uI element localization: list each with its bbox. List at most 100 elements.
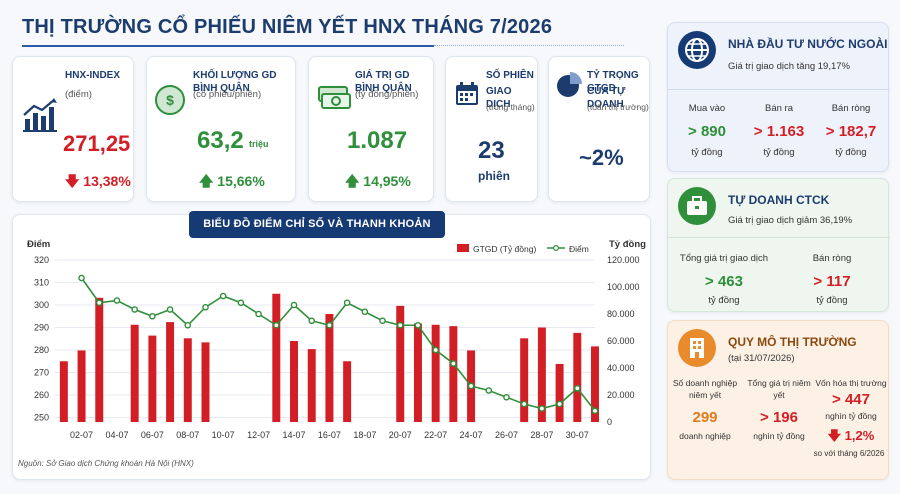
source-note: Nguồn: Sở Giao dịch Chứng khoán Hà Nội (… xyxy=(18,459,194,468)
up-arrow-icon: 🡅 xyxy=(345,173,360,189)
x-tick-label: 08-07 xyxy=(176,430,199,440)
x-tick-label: 28-07 xyxy=(530,430,553,440)
kpi-volume-unit: triệu xyxy=(249,139,269,149)
kpi-volume-label: KHỐI LƯỢNG GD BÌNH QUÂN xyxy=(193,70,277,94)
kpi-value-label: GIÁ TRỊ GD BÌNH QUÂN xyxy=(355,70,412,94)
line-point xyxy=(556,400,563,408)
bar xyxy=(183,338,192,422)
kpi-value-sub: (tỷ đồng/phiên) xyxy=(355,89,419,100)
kpi-sessions-unit: phiên xyxy=(478,169,510,183)
y-right-tick-label: 0 xyxy=(607,417,612,427)
rising-chart-icon xyxy=(23,98,57,132)
kpi-value-change: 🡅 14,95% xyxy=(345,171,411,195)
market-size-card: QUY MÔ THỊ TRƯỜNG (tại 31/07/2026) Số do… xyxy=(667,320,889,480)
y-left-tick-label: 280 xyxy=(34,345,49,355)
y-left-tick-label: 300 xyxy=(34,300,49,310)
line-point xyxy=(149,312,156,320)
bar xyxy=(591,346,599,422)
y-right-tick-label: 80.000 xyxy=(607,309,635,319)
kpi-card-prop-share: TỶ TRỌNG GTGD CỦA TỰ DOANH (toàn thị trư… xyxy=(548,56,650,202)
bar xyxy=(396,305,405,422)
line-point xyxy=(202,303,209,311)
line-point xyxy=(184,321,192,329)
down-arrow-icon: 🡇 xyxy=(827,428,842,443)
line-point xyxy=(573,384,581,392)
line-point xyxy=(166,306,174,313)
line-point xyxy=(467,382,475,390)
bar xyxy=(555,363,564,422)
bar xyxy=(201,342,210,422)
line-point xyxy=(78,274,85,282)
y-left-tick-label: 290 xyxy=(34,323,49,333)
market-cap-change-value: 1,2% xyxy=(844,428,875,443)
proprietary-title: TỰ DOANH CTCK xyxy=(728,193,830,207)
foreign-buy-label: Mua vào xyxy=(688,103,726,114)
title-underline xyxy=(22,45,624,47)
briefcase-icon xyxy=(678,187,716,225)
x-tick-label: 04-07 xyxy=(105,430,128,440)
line-point xyxy=(485,387,493,394)
kpi-sessions-value: 23 xyxy=(478,137,505,164)
line-point xyxy=(450,360,457,367)
legend-line-marker xyxy=(552,245,559,252)
x-tick-label: 06-07 xyxy=(141,430,164,440)
kpi-sessions-label-2: GIAO DỊCH xyxy=(486,86,512,110)
line-point xyxy=(503,393,510,401)
foreign-net-unit: tỷ đồng xyxy=(835,147,867,158)
kpi-card-value: GIÁ TRỊ GD BÌNH QUÂN (tỷ đồng/phiên) 1.0… xyxy=(308,56,434,202)
kpi-prop-sub: (toàn thị trường) xyxy=(587,102,649,112)
y-left-tick-label: 320 xyxy=(34,255,49,265)
kpi-index-change: 🡇 13,38% xyxy=(65,171,131,195)
y-left-tick-label: 310 xyxy=(34,278,49,288)
kpi-value-change-value: 14,95% xyxy=(363,173,411,189)
line-point xyxy=(326,321,333,329)
kpi-card-sessions: SỐ PHIÊN GIAO DỊCH (trong tháng) 23 phiê… xyxy=(445,56,538,202)
market-listed-value-value: > 196 xyxy=(760,409,798,426)
foreign-title: NHÀ ĐẦU TƯ NƯỚC NGOÀI xyxy=(728,37,888,51)
chart-title: BIỂU ĐỒ ĐIỂM CHỈ SỐ VÀ THANH KHOẢN xyxy=(189,211,445,238)
kpi-index-value: 271,25 xyxy=(63,131,131,156)
line-point xyxy=(273,321,280,329)
kpi-card-volume: $ KHỐI LƯỢNG GD BÌNH QUÂN (cổ phiếu/phiê… xyxy=(146,56,296,202)
bar xyxy=(343,361,352,422)
proprietary-net-unit: tỷ đồng xyxy=(816,295,848,306)
line-point xyxy=(255,310,262,318)
x-tick-label: 14-07 xyxy=(283,430,306,440)
calendar-icon xyxy=(456,82,478,105)
market-cap-change: 🡇 1,2% xyxy=(814,427,888,449)
kpi-volume-change: 🡅 15,66% xyxy=(199,171,265,195)
proprietary-total-value: > 463 xyxy=(705,273,743,290)
proprietary-total-unit: tỷ đồng xyxy=(708,295,740,306)
bar xyxy=(520,338,529,422)
kpi-volume-change-value: 15,66% xyxy=(217,173,265,189)
kpi-index-sub: (điểm) xyxy=(65,89,92,100)
foreign-buy-unit: tỷ đồng xyxy=(691,147,723,158)
kpi-sessions-sub: (trong tháng) xyxy=(486,102,535,112)
line-point xyxy=(290,301,298,309)
kpi-volume-value: 63,2 xyxy=(197,127,244,154)
line-point xyxy=(237,299,245,307)
market-listed-value: 299 xyxy=(692,409,718,426)
building-icon xyxy=(678,329,716,367)
x-tick-label: 22-07 xyxy=(424,430,447,440)
market-cap-unit: nghìn tỷ đồng xyxy=(825,411,877,421)
foreign-net-value: > 182,7 xyxy=(825,123,877,140)
y-left-tick-label: 260 xyxy=(34,390,49,400)
bar xyxy=(325,314,334,422)
legend-bar-swatch xyxy=(457,244,469,252)
x-tick-label: 12-07 xyxy=(247,430,270,440)
line-point xyxy=(591,407,599,415)
kpi-card-index: HNX-INDEX (điểm) 271,25 🡇 13,38% xyxy=(12,56,134,202)
down-arrow-icon: 🡇 xyxy=(65,173,80,189)
market-cap-label: Vốn hóa thị trường xyxy=(815,378,887,388)
kpi-sessions-label-1: SỐ PHIÊN xyxy=(486,70,534,81)
line-point xyxy=(396,321,404,329)
bar xyxy=(537,327,546,422)
kpi-value-value: 1.087 xyxy=(347,127,408,154)
x-tick-label: 20-07 xyxy=(389,430,412,440)
kpi-volume-sub: (cổ phiếu/phiên) xyxy=(193,89,262,100)
index-line xyxy=(80,277,596,412)
svg-text:$: $ xyxy=(166,92,174,108)
legend-bar-label: GTGD (Tỷ đồng) xyxy=(473,244,536,254)
market-listed-unit: doanh nghiệp xyxy=(679,431,731,441)
